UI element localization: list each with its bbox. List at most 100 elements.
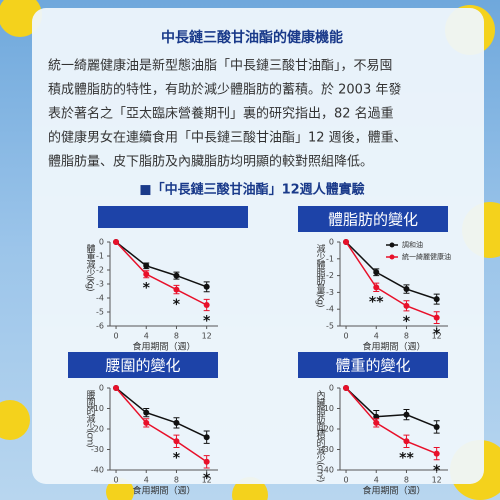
significance: ** — [369, 295, 384, 311]
x-axis-title: 食用期間（週） — [362, 485, 425, 497]
y-tick-label: -5 — [326, 322, 334, 331]
y-axis-title: 腰圍的減少(cm) — [85, 390, 96, 447]
x-axis-title: 食用期間（週） — [362, 341, 425, 353]
paragraph-line: 統一綺麗健康油是新型態油脂「中長鏈三酸甘油酯」，不易囤 — [48, 58, 393, 74]
point — [143, 262, 150, 269]
x-tick-label: 0 — [113, 476, 118, 485]
point — [113, 239, 120, 245]
chart-title: 體重的變化 — [335, 357, 410, 375]
x-tick-label: 4 — [144, 476, 149, 485]
legend-marker — [389, 242, 395, 248]
y-tick-label: -40 — [321, 466, 334, 475]
x-tick-label: 0 — [343, 476, 348, 485]
point — [433, 450, 440, 457]
point — [403, 302, 410, 309]
point — [373, 419, 380, 426]
point — [173, 286, 180, 293]
y-tick-label: -2 — [96, 266, 104, 275]
point — [143, 271, 150, 278]
point — [203, 302, 210, 308]
chart-title: 腰圍的變化 — [105, 357, 180, 375]
y-axis-title: 減少體脂肪量(Kg) — [315, 243, 326, 307]
y-tick-label: -3 — [326, 288, 334, 297]
x-tick-label: 0 — [343, 332, 348, 341]
y-tick-label: -30 — [321, 445, 334, 454]
header-box — [298, 352, 448, 378]
point — [403, 411, 410, 418]
y-tick-label: -20 — [321, 425, 334, 434]
point — [433, 314, 440, 321]
series-line — [115, 241, 208, 306]
y-tick-label: -30 — [91, 445, 104, 454]
y-axis-title: 體重減少(Kg) — [85, 243, 96, 291]
point — [173, 272, 180, 279]
series-line — [345, 241, 437, 319]
point — [203, 283, 210, 290]
header-box — [98, 206, 248, 228]
y-tick-label: 0 — [99, 384, 104, 393]
significance: * — [173, 297, 181, 313]
legend-label: 調和油 — [402, 240, 423, 249]
x-tick-label: 12 — [432, 476, 442, 485]
y-tick-label: -3 — [96, 280, 104, 289]
point — [113, 385, 120, 391]
x-tick-label: 4 — [144, 332, 149, 341]
point — [373, 413, 380, 420]
point — [373, 284, 380, 291]
y-tick-label: 0 — [329, 384, 334, 393]
significance: * — [403, 314, 411, 330]
x-tick-label: 0 — [113, 332, 118, 341]
y-tick-label: -10 — [321, 404, 334, 413]
point — [403, 286, 410, 293]
x-tick-label: 8 — [174, 476, 179, 485]
point — [173, 419, 180, 426]
point — [143, 409, 150, 416]
series-line — [345, 241, 437, 300]
x-tick-label: 4 — [374, 476, 379, 485]
x-tick-label: 8 — [404, 332, 409, 341]
x-tick-label: 12 — [202, 476, 212, 485]
point — [373, 269, 380, 276]
significance: * — [173, 450, 181, 466]
point — [143, 419, 150, 426]
x-tick-label: 4 — [374, 332, 379, 341]
header-box — [298, 206, 448, 232]
title: 中長鏈三酸甘油酯的健康機能 — [161, 29, 343, 46]
x-axis-title: 食用期間（週） — [132, 485, 195, 497]
paragraph-line: 體脂肪量、皮下脂肪及內臟脂肪均明顯的較對照組降低。 — [48, 154, 373, 170]
paragraph-line: 的健康男女在連續食用「中長鏈三酸甘油酯」12 週後，體重、 — [48, 130, 407, 146]
y-tick-label: -10 — [91, 404, 104, 413]
y-tick-label: 0 — [329, 238, 334, 247]
y-tick-label: -20 — [91, 425, 104, 434]
point — [343, 385, 350, 391]
series-line — [115, 387, 207, 438]
series-line — [345, 387, 437, 428]
x-tick-label: 12 — [202, 332, 212, 341]
point — [343, 239, 350, 245]
y-tick-label: 0 — [99, 238, 104, 247]
series-line — [115, 387, 208, 463]
chart-title: 體脂肪的變化 — [328, 211, 418, 229]
point — [433, 423, 440, 430]
y-tick-label: -40 — [91, 466, 104, 475]
y-tick-label: -1 — [326, 254, 334, 263]
section-title: ■「中長鏈三酸甘油酯」12週人體實驗 — [139, 182, 364, 198]
header-box — [68, 352, 218, 378]
y-tick-label: -2 — [326, 271, 334, 280]
y-tick-label: -4 — [96, 294, 104, 303]
significance: * — [433, 463, 441, 479]
paragraph-line: 表於著名之「亞太臨床營養期刊」裏的研究指出，82 名過重 — [48, 106, 394, 122]
series-line — [345, 387, 437, 455]
y-tick-label: -1 — [96, 252, 104, 261]
series-line — [115, 241, 207, 288]
x-tick-label: 8 — [174, 332, 179, 341]
x-tick-label: 8 — [404, 476, 409, 485]
point — [203, 458, 210, 465]
significance: * — [203, 471, 211, 487]
point — [203, 434, 210, 441]
y-tick-label: -5 — [96, 308, 104, 317]
y-axis-title: 內臟脂肪面積的減少(cm²) — [315, 390, 326, 482]
